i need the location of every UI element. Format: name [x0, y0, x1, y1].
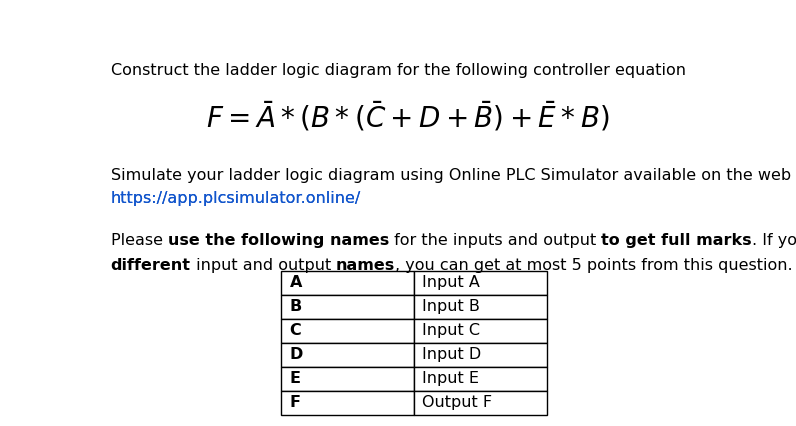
- Text: Please: Please: [111, 233, 168, 248]
- Bar: [414, 343, 547, 367]
- Text: . If you use: . If you use: [752, 233, 796, 248]
- Text: C: C: [290, 323, 301, 338]
- Text: Input A: Input A: [422, 275, 480, 291]
- Text: E: E: [290, 371, 301, 386]
- Bar: [414, 367, 547, 391]
- Text: $\mathit{F} = \bar{\mathit{A}} * (\mathit{B} * (\bar{\mathit{C}} + \mathit{D} + : $\mathit{F} = \bar{\mathit{A}} * (\mathi…: [206, 100, 610, 133]
- Text: Input D: Input D: [422, 347, 482, 362]
- Text: Construct the ladder logic diagram for the following controller equation: Construct the ladder logic diagram for t…: [111, 63, 685, 78]
- Text: A: A: [290, 275, 302, 291]
- Bar: [414, 271, 547, 295]
- Text: input and output: input and output: [190, 259, 336, 273]
- Text: Output F: Output F: [422, 395, 492, 410]
- Text: names: names: [336, 259, 396, 273]
- Text: D: D: [290, 347, 303, 362]
- Text: use the following names: use the following names: [168, 233, 389, 248]
- Text: Input B: Input B: [422, 299, 480, 314]
- Text: to get full marks: to get full marks: [601, 233, 752, 248]
- Text: B: B: [290, 299, 302, 314]
- Text: Input C: Input C: [422, 323, 480, 338]
- Text: https://app.plcsimulator.online/: https://app.plcsimulator.online/: [111, 190, 361, 205]
- Bar: [414, 391, 547, 414]
- Text: , you can get at most 5 points from this question.: , you can get at most 5 points from this…: [396, 259, 793, 273]
- Bar: [282, 391, 414, 414]
- Text: different: different: [111, 259, 190, 273]
- Text: https://app.plcsimulator.online/: https://app.plcsimulator.online/: [111, 190, 361, 205]
- Text: Input E: Input E: [422, 371, 479, 386]
- Text: F: F: [290, 395, 301, 410]
- Bar: [414, 319, 547, 343]
- Text: Simulate your ladder logic diagram using Online PLC Simulator available on the w: Simulate your ladder logic diagram using…: [111, 167, 796, 183]
- Bar: [282, 319, 414, 343]
- Bar: [282, 271, 414, 295]
- Bar: [414, 295, 547, 319]
- Text: for the inputs and output: for the inputs and output: [389, 233, 601, 248]
- Bar: [282, 367, 414, 391]
- Bar: [282, 343, 414, 367]
- Bar: [282, 295, 414, 319]
